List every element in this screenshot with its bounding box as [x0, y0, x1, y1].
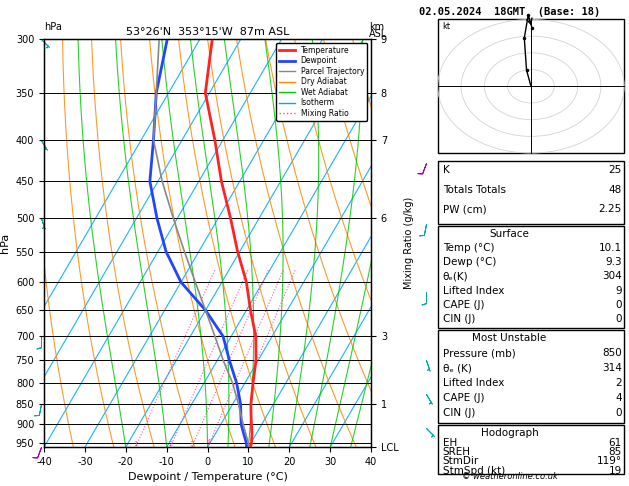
Text: CIN (J): CIN (J) — [443, 314, 475, 324]
Text: © weatheronline.co.uk: © weatheronline.co.uk — [462, 472, 557, 481]
Text: 119°: 119° — [597, 456, 622, 466]
Text: 9: 9 — [615, 286, 622, 295]
Text: 0: 0 — [615, 300, 622, 310]
Text: 2: 2 — [168, 441, 172, 447]
Text: 4: 4 — [206, 439, 211, 445]
Text: 2.25: 2.25 — [599, 204, 622, 214]
Text: km: km — [369, 21, 384, 32]
Text: 314: 314 — [602, 363, 622, 373]
Text: 25: 25 — [609, 165, 622, 175]
Title: 53°26'N  353°15'W  87m ASL: 53°26'N 353°15'W 87m ASL — [126, 27, 289, 37]
Text: 850: 850 — [602, 348, 622, 358]
Text: 304: 304 — [602, 271, 622, 281]
Text: ASL: ASL — [369, 29, 387, 39]
Text: Totals Totals: Totals Totals — [443, 185, 506, 195]
Text: 9.3: 9.3 — [605, 257, 622, 267]
Text: 4: 4 — [615, 393, 622, 403]
Text: CAPE (J): CAPE (J) — [443, 300, 484, 310]
Text: 19: 19 — [609, 466, 622, 475]
Text: θₑ(K): θₑ(K) — [443, 271, 468, 281]
Text: 85: 85 — [609, 447, 622, 457]
Text: 5: 5 — [252, 361, 257, 366]
Y-axis label: hPa: hPa — [0, 233, 10, 253]
Text: 2: 2 — [615, 378, 622, 388]
Bar — [438, 161, 624, 224]
Text: K: K — [443, 165, 449, 175]
Text: 1: 1 — [133, 441, 138, 447]
Text: hPa: hPa — [44, 21, 62, 32]
Text: PW (cm): PW (cm) — [443, 204, 486, 214]
Text: kt: kt — [443, 22, 451, 31]
Y-axis label: Mixing Ratio (g/kg): Mixing Ratio (g/kg) — [404, 197, 414, 289]
Text: Pressure (mb): Pressure (mb) — [443, 348, 515, 358]
X-axis label: Dewpoint / Temperature (°C): Dewpoint / Temperature (°C) — [128, 472, 287, 483]
Text: 48: 48 — [609, 185, 622, 195]
Text: Hodograph: Hodograph — [481, 428, 538, 438]
Text: CAPE (J): CAPE (J) — [443, 393, 484, 403]
Text: 10.1: 10.1 — [599, 243, 622, 253]
Text: 0: 0 — [615, 314, 622, 324]
Legend: Temperature, Dewpoint, Parcel Trajectory, Dry Adiabat, Wet Adiabat, Isotherm, Mi: Temperature, Dewpoint, Parcel Trajectory… — [276, 43, 367, 121]
Text: StmSpd (kt): StmSpd (kt) — [443, 466, 505, 475]
Text: Lifted Index: Lifted Index — [443, 286, 504, 295]
Bar — [438, 226, 624, 328]
Text: Lifted Index: Lifted Index — [443, 378, 504, 388]
Bar — [438, 425, 624, 474]
Text: 02.05.2024  18GMT  (Base: 18): 02.05.2024 18GMT (Base: 18) — [419, 7, 600, 17]
Text: Temp (°C): Temp (°C) — [443, 243, 494, 253]
Text: Dewp (°C): Dewp (°C) — [443, 257, 496, 267]
Text: 61: 61 — [609, 437, 622, 448]
Text: CIN (J): CIN (J) — [443, 408, 475, 418]
Text: 3: 3 — [190, 441, 194, 447]
Text: EH: EH — [443, 437, 457, 448]
Bar — [438, 19, 624, 153]
Text: θₑ (K): θₑ (K) — [443, 363, 472, 373]
Text: StmDir: StmDir — [443, 456, 479, 466]
Text: Most Unstable: Most Unstable — [472, 333, 547, 344]
Bar — [438, 330, 624, 423]
Text: 0: 0 — [615, 408, 622, 418]
Text: Surface: Surface — [489, 229, 530, 239]
Text: SREH: SREH — [443, 447, 470, 457]
